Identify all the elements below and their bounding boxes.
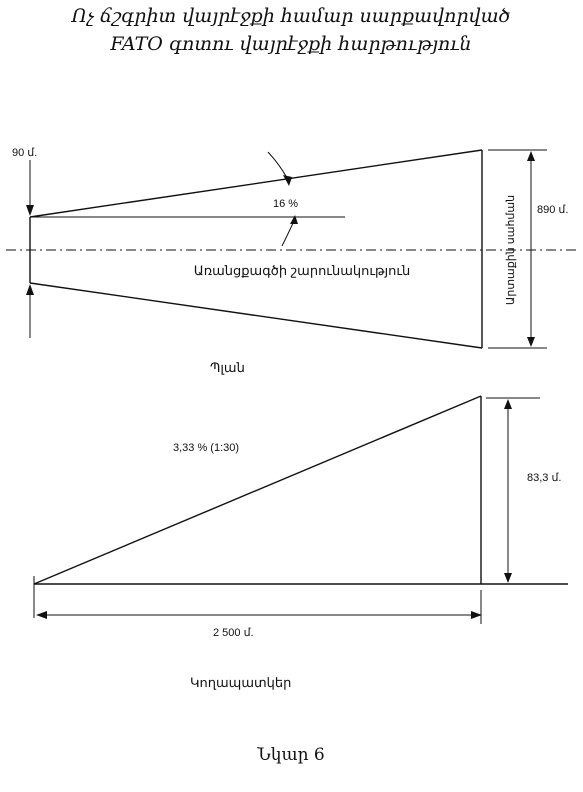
dim-height-head-bottom [504,573,512,583]
label-83-3m: 83,3 մ. [527,472,562,484]
label-90m: 90 մ. [12,147,37,159]
slope-label: 3,33 % (1:30) [173,442,239,454]
arrow-90-bottom-head [26,284,34,295]
title-line-1: Ոչ ճշգրիտ վայրէջքի համար սարքավորված [71,5,511,27]
label-890m: 890 մ. [537,204,568,216]
dim-890-head-bottom [527,337,535,347]
splay-arrow-top-head [283,175,292,186]
splay-arrow-bottom [281,220,295,247]
splay-arrow-top [267,151,288,179]
profile-caption: Կողապատկեր [190,675,291,690]
profile-slope-line [33,395,482,585]
plan-caption: Պլան [210,360,245,375]
plan-top-edge [29,149,483,218]
label-2500m: 2 500 մ. [213,627,254,639]
plan-bottom-edge [29,282,483,349]
dim-length-head-right [471,611,482,619]
plan-view: 90 մ. 16 % Առանցքագծի շարունակություն Ար… [6,147,576,375]
centerline-label: Առանցքագծի շարունակություն [194,263,411,278]
outer-edge-label: Արտաքին սահման [505,195,517,305]
title-line-2: FATO գոտու վայրէջքի հարթություն [109,33,471,55]
profile-view: 3,33 % (1:30) 83,3 մ. 2 500 մ. Կողապատկե… [33,395,568,690]
dim-height-head-top [504,399,512,409]
splay-arrow-bottom-head [290,215,298,224]
dim-length-head-left [36,611,47,619]
arrow-90-top-head [26,205,34,216]
figure-caption: Նկար 6 [256,745,324,765]
label-16-percent: 16 % [273,198,298,210]
dim-890-head-top [527,151,535,161]
